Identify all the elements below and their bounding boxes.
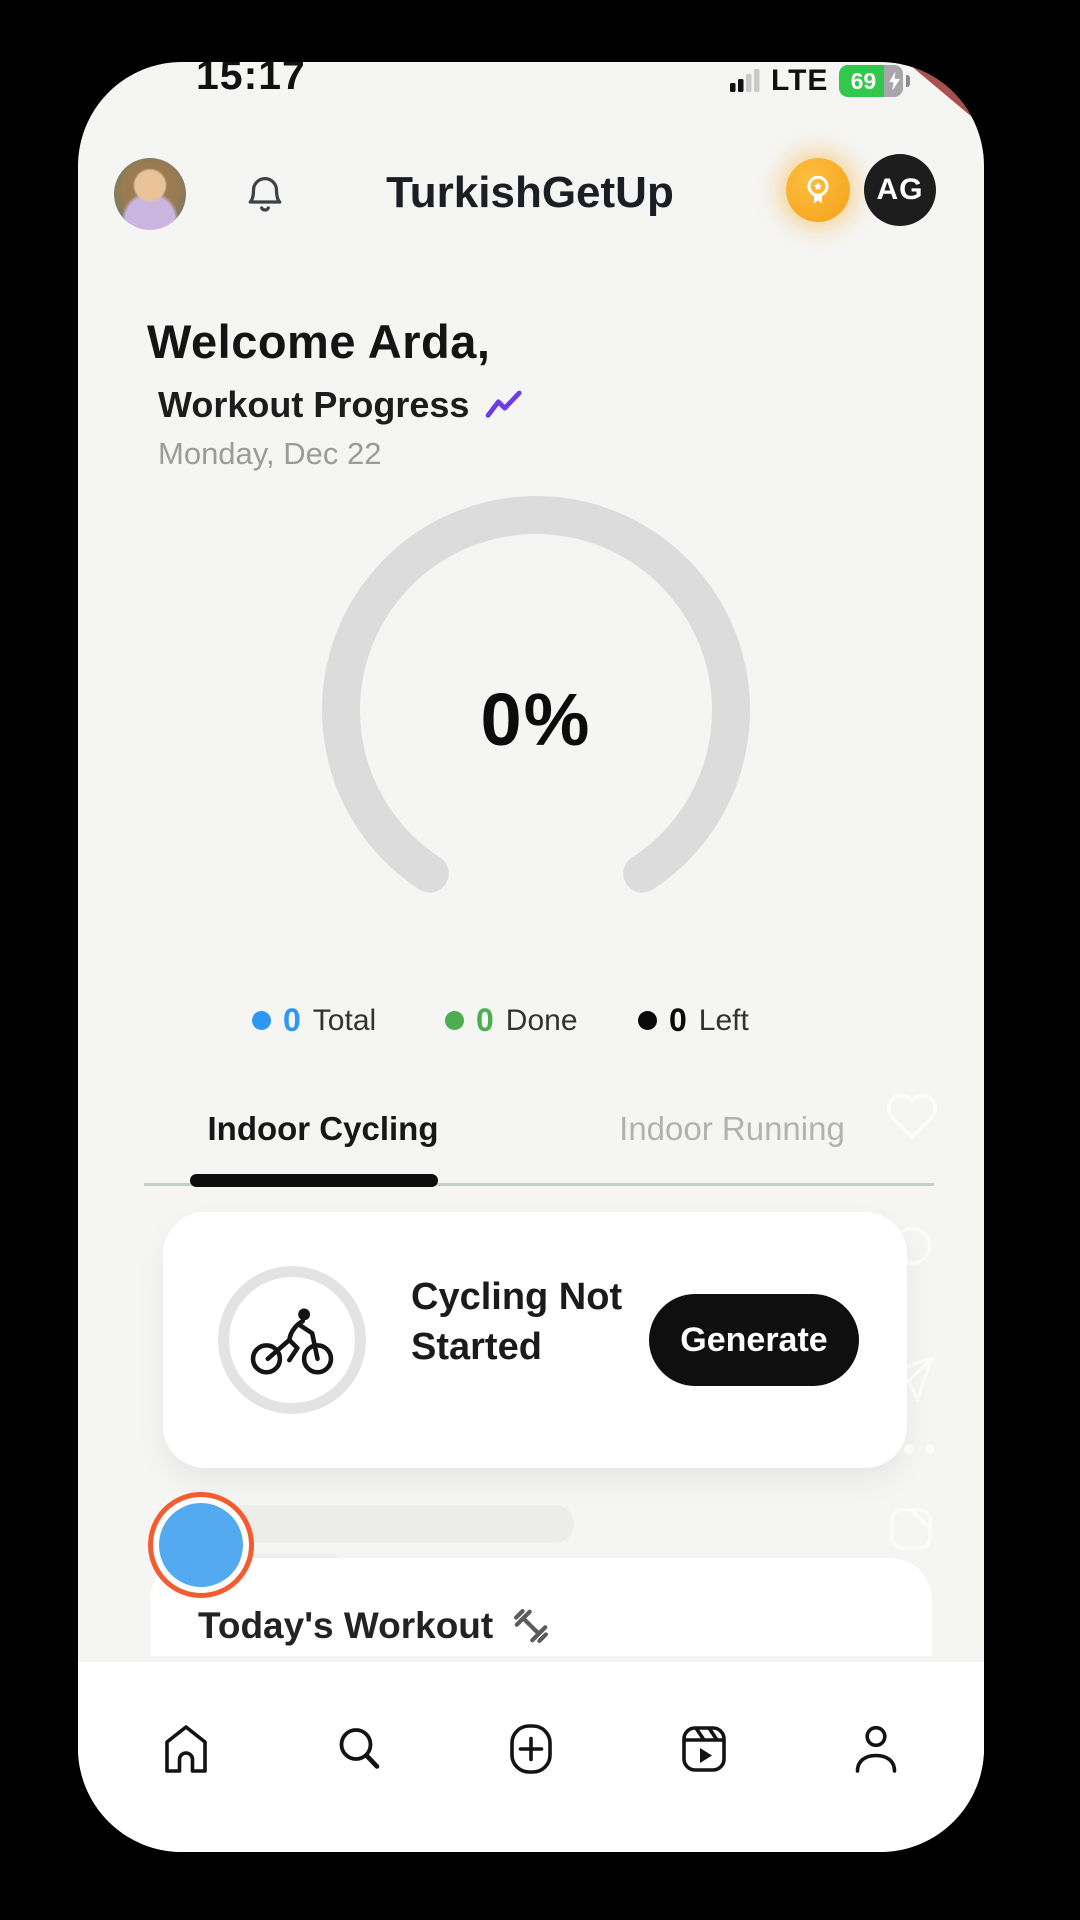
- profile-photo[interactable]: [114, 158, 186, 230]
- date-text: Monday, Dec 22: [158, 436, 382, 471]
- progress-percent: 0%: [480, 677, 592, 761]
- legend-total: 0 Total: [252, 1002, 376, 1039]
- cycling-status-card: Cycling Not Started Generate: [163, 1212, 907, 1468]
- done-value: 0: [476, 1002, 494, 1038]
- active-tab-indicator: [190, 1174, 438, 1187]
- battery-percent: 69: [850, 68, 877, 94]
- signal-bars-icon: [730, 69, 760, 92]
- done-dot-icon: [445, 1011, 464, 1030]
- nav-create[interactable]: [502, 1720, 560, 1778]
- total-label: Total: [312, 1003, 377, 1037]
- todays-workout-card[interactable]: Today's Workout: [150, 1558, 932, 1656]
- nav-profile[interactable]: [847, 1720, 905, 1778]
- heart-icon: [886, 1093, 938, 1139]
- achievements-button[interactable]: [786, 158, 850, 222]
- todays-workout-header: Today's Workout: [198, 1604, 553, 1648]
- plus-icon: [510, 1724, 552, 1774]
- generate-button[interactable]: Generate: [649, 1294, 859, 1386]
- corner-ribbon-text: 66: [942, 62, 984, 111]
- cyclist-icon: [250, 1308, 334, 1375]
- comment-icon: [889, 1226, 932, 1269]
- nav-reels[interactable]: [675, 1720, 733, 1778]
- search-icon: [339, 1728, 379, 1769]
- cycling-status-text: Cycling Not Started: [411, 1276, 623, 1368]
- tab-indoor-running[interactable]: Indoor Running: [619, 1110, 845, 1147]
- progress-gauge: 0%: [301, 475, 771, 945]
- profile-icon: [855, 1725, 897, 1773]
- legend-done: 0 Done: [445, 1002, 578, 1039]
- home-icon: [165, 1725, 207, 1773]
- section-title: Workout Progress: [158, 384, 470, 425]
- bottom-nav: [78, 1662, 984, 1852]
- user-avatar[interactable]: AG: [864, 154, 936, 226]
- section-header: Workout Progress: [158, 384, 525, 426]
- cycling-icon-ring: [218, 1266, 366, 1414]
- page-title: TurkishGetUp: [386, 168, 674, 217]
- skeleton-bar: [222, 1505, 574, 1543]
- gauge-track-arc: [322, 496, 750, 893]
- left-label: Left: [698, 1003, 749, 1037]
- network-type: LTE: [771, 64, 829, 97]
- reels-icon: [681, 1726, 726, 1772]
- medal-icon: [807, 175, 829, 204]
- bell-icon[interactable]: [242, 171, 288, 217]
- left-value: 0: [669, 1002, 687, 1038]
- battery-charging-icon: 69: [839, 65, 904, 97]
- battery-fill: [839, 65, 885, 97]
- trending-up-icon: [486, 390, 523, 418]
- tab-indoor-cycling[interactable]: Indoor Cycling: [207, 1110, 439, 1147]
- dumbbell-icon: [514, 1608, 549, 1644]
- lightning-icon: [889, 71, 901, 91]
- total-value: 0: [283, 1002, 301, 1038]
- battery-cap: [906, 75, 911, 87]
- legend-left: 0 Left: [638, 1002, 749, 1039]
- done-label: Done: [505, 1003, 578, 1037]
- status-time: 15:17: [196, 62, 306, 98]
- generate-button-label: Generate: [680, 1320, 828, 1359]
- story-avatar-fill: [159, 1503, 243, 1587]
- nav-home[interactable]: [157, 1720, 215, 1778]
- left-dot-icon: [638, 1011, 657, 1030]
- share-icon: [888, 1356, 934, 1402]
- avatar-initials: AG: [876, 173, 924, 206]
- more-dots-icon: [883, 1444, 935, 1454]
- greeting-text: Welcome Arda,: [147, 315, 491, 368]
- story-avatar[interactable]: [148, 1492, 254, 1598]
- nav-search[interactable]: [330, 1720, 388, 1778]
- tab-divider: [144, 1183, 934, 1186]
- total-dot-icon: [252, 1011, 271, 1030]
- todays-workout-title: Today's Workout: [198, 1605, 494, 1646]
- bookmark-icon: [890, 1508, 932, 1550]
- status-cluster: LTE 69: [730, 64, 911, 98]
- phone-screen: 66 15:17 LTE 69: [78, 62, 984, 1852]
